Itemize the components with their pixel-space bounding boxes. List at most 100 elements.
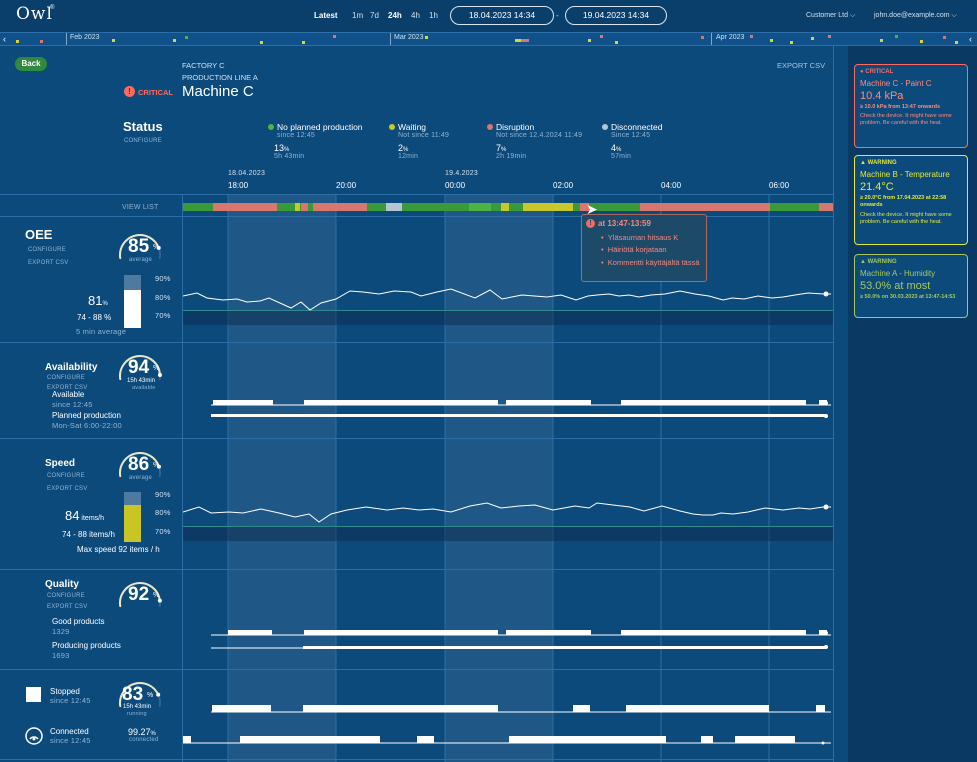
oee-configure-link[interactable]: CONFIGURE — [28, 247, 66, 253]
axis-date: 19.4.2023 — [445, 170, 478, 177]
user-menu[interactable]: john.doe@example.com ⌵ — [874, 12, 957, 19]
chevron-down-icon: ⌵ — [951, 12, 957, 19]
alert-card-warning-temp[interactable]: ▲ WARNING Machine B - Temperature 21.4°C… — [854, 155, 968, 245]
stop-icon — [26, 687, 41, 702]
axis-time: 18:00 — [228, 181, 249, 190]
range-4h[interactable]: 4h — [411, 11, 420, 20]
month-label: Feb 2023 — [70, 34, 100, 41]
alerts-panel: ● CRITICAL Machine C - Paint C 10.4 kPa … — [848, 46, 977, 762]
connected-caption: connected — [129, 737, 159, 743]
org-selector[interactable]: Customer Ltd ⌵ — [806, 12, 856, 19]
timeline-markers — [16, 35, 958, 44]
signal-icon — [25, 727, 43, 745]
tick-label: 80% — [155, 293, 171, 302]
chevron-left-icon[interactable]: ‹ — [3, 34, 6, 44]
axis-date: 18.04.2023 — [228, 170, 266, 177]
date-to-field[interactable]: 19.04.2023 14:34 — [565, 6, 667, 25]
overview-timeline[interactable]: ‹ Feb 2023 Mar 2023 Apr 2023 ‹ — [0, 32, 977, 46]
tick-label: 70% — [155, 527, 171, 536]
logo[interactable]: Owl — [16, 4, 53, 24]
connected-value: 99.27% — [128, 727, 156, 737]
stopped-sub: since 12:45 — [50, 696, 91, 705]
tick-label: 80% — [155, 508, 171, 517]
axis-time: 02:00 — [553, 181, 574, 190]
back-button[interactable]: Back — [15, 57, 47, 71]
chevron-down-icon: ⌵ — [849, 12, 856, 19]
availability-configure-link[interactable]: CONFIGURE — [47, 375, 85, 381]
speed-configure-link[interactable]: CONFIGURE — [47, 473, 85, 479]
tick-label: 90% — [155, 274, 171, 283]
speed-export-link[interactable]: EXPORT CSV — [47, 486, 88, 492]
range-1h[interactable]: 1h — [429, 11, 438, 20]
speed-line-chart — [183, 502, 831, 523]
availability-gauge: 94 % 15h 43min available — [110, 352, 174, 396]
speed-gauge: 86 % average — [110, 449, 174, 493]
availability-export-link[interactable]: EXPORT CSV — [47, 385, 88, 391]
available-sub: since 12:45 — [52, 400, 93, 409]
status-strip[interactable] — [183, 203, 833, 211]
oee-line-chart — [183, 288, 831, 311]
speed-current-bar — [124, 492, 141, 542]
good-products-value: 1329 — [52, 627, 70, 636]
planned-label: Planned production — [52, 411, 121, 420]
alert-icon: ! — [586, 219, 595, 228]
logo-mark: ® — [50, 5, 55, 11]
month-label: Apr 2023 — [716, 34, 745, 41]
range-7d[interactable]: 7d — [370, 11, 379, 20]
date-separator: - — [556, 11, 559, 20]
producing-products-label: Producing products — [52, 641, 121, 650]
quality-configure-link[interactable]: CONFIGURE — [47, 593, 85, 599]
factory-label: FACTORY C — [182, 61, 225, 70]
critical-icon: ● — [860, 69, 864, 75]
quality-timeline — [211, 630, 831, 649]
main-area: Back FACTORY C PRODUCTION LINE A ! CRITI… — [0, 46, 848, 762]
running-timeline — [183, 705, 831, 745]
month-label: Mar 2023 — [394, 34, 424, 41]
quality-gauge: 92 % — [110, 579, 174, 623]
alert-card-warning-humidity[interactable]: ▲ WARNING Machine A - Humidity 53.0% at … — [854, 254, 968, 318]
status-configure-link[interactable]: CONFIGURE — [124, 138, 162, 144]
oee-note: 5 min average — [76, 327, 127, 336]
axis-time: 06:00 — [769, 181, 790, 190]
stopped-label: Stopped — [50, 687, 80, 696]
night-band — [228, 194, 336, 762]
range-latest[interactable]: Latest — [314, 11, 338, 20]
available-label: Available — [52, 390, 85, 399]
quality-export-link[interactable]: EXPORT CSV — [47, 604, 88, 610]
line-label: PRODUCTION LINE A — [182, 73, 258, 82]
oee-gauge: 85 % average — [110, 231, 174, 275]
availability-title: Availability — [45, 362, 98, 373]
oee-range: 74 - 88 % — [77, 313, 112, 322]
running-gauge: 83 % 15h 43min running — [110, 679, 174, 723]
tick-label: 90% — [155, 490, 171, 499]
oee-current-value: 81% — [88, 293, 108, 308]
export-csv-link[interactable]: EXPORT CSV — [777, 61, 826, 70]
connected-sub: since 12:45 — [50, 736, 91, 745]
alert-card-critical[interactable]: ● CRITICAL Machine C - Paint C 10.4 kPa … — [854, 64, 968, 148]
oee-export-link[interactable]: EXPORT CSV — [28, 260, 69, 266]
producing-products-value: 1693 — [52, 651, 70, 660]
connected-label: Connected — [50, 727, 89, 736]
date-from-field[interactable]: 18.04.2023 14:34 — [450, 6, 554, 25]
planned-sub: Mon-Sat 6:00-22:00 — [52, 421, 122, 430]
good-products-label: Good products — [52, 617, 105, 626]
view-list-link[interactable]: VIEW LIST — [122, 204, 159, 211]
speed-title: Speed — [45, 458, 76, 469]
warning-icon: ▲ — [860, 259, 866, 265]
night-band — [445, 194, 553, 762]
range-1m[interactable]: 1m — [352, 11, 364, 20]
oee-current-bar — [124, 275, 141, 328]
speed-range: 74 - 88 items/h — [62, 530, 115, 539]
status-badge: CRITICAL — [138, 88, 173, 97]
critical-icon: ! — [124, 86, 135, 97]
axis-time: 04:00 — [661, 181, 682, 190]
chevron-right-icon[interactable]: ‹ — [969, 34, 972, 44]
top-bar: Owl ® Latest 1m 7d 24h 4h 1h 18.04.2023 … — [0, 0, 977, 32]
oee-title: OEE — [25, 227, 53, 242]
availability-timeline — [211, 400, 831, 418]
grid-lines — [227, 194, 770, 762]
range-24h[interactable]: 24h — [388, 11, 402, 20]
cursor-icon: ➤ — [586, 201, 598, 217]
status-title: Status — [123, 119, 163, 134]
warning-icon: ▲ — [860, 160, 866, 166]
